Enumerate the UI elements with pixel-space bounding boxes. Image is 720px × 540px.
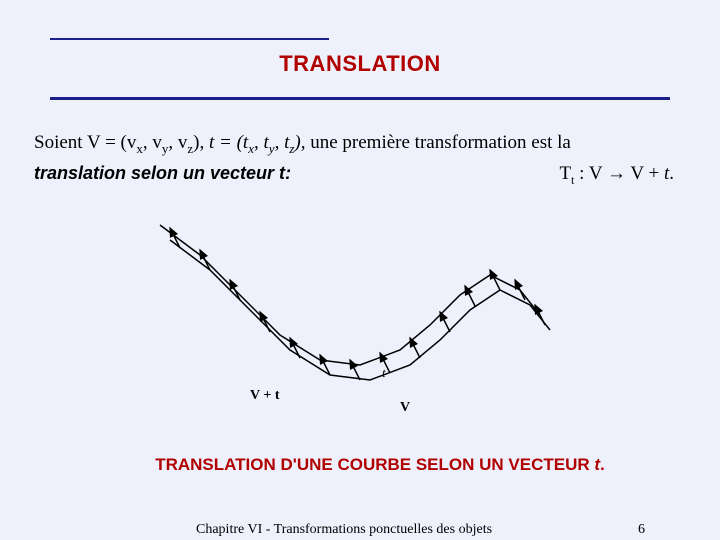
text-italic: ), <box>294 132 305 153</box>
phrase-colon: : <box>285 163 291 183</box>
text-italic: , t <box>275 132 290 153</box>
translation-diagram: V + t V t <box>150 210 570 440</box>
footer-chapter: Chapitre VI - Transformations ponctuelle… <box>196 522 492 538</box>
title-bottom-rule <box>50 97 670 100</box>
footer-page-number: 6 <box>638 522 645 538</box>
text-segment: une première transformation est la <box>305 132 570 153</box>
formula-seg: . <box>669 163 674 184</box>
slide-title: TRANSLATION <box>279 51 441 77</box>
text-italic: , t <box>254 132 269 153</box>
figure-label-t: t <box>382 365 386 381</box>
translation-formula: Tt : V → V + t. <box>559 161 674 188</box>
definition-row: translation selon un vecteur t: Tt : V →… <box>34 161 674 188</box>
phrase-text: translation selon un vecteur t <box>34 163 285 183</box>
caption-text: TRANSLATION D'UNE COURBE SELON UN VECTEU… <box>155 455 594 474</box>
formula-seg: T <box>559 163 571 184</box>
body-paragraph: Soient V = (vx, vy, vz), t = (tx, ty, tz… <box>34 130 684 188</box>
definition-phrase: translation selon un vecteur t: <box>34 161 291 185</box>
text-segment: Soient V = (v <box>34 132 136 153</box>
text-segment: ), <box>193 132 209 153</box>
text-italic: t = (t <box>209 132 248 153</box>
diagram-svg <box>150 210 570 440</box>
text-segment: , v <box>143 132 162 153</box>
text-segment: , v <box>168 132 187 153</box>
figure-label-v: V <box>400 400 410 416</box>
caption-dot: . <box>600 455 605 474</box>
figure-caption: TRANSLATION D'UNE COURBE SELON UN VECTEU… <box>70 455 690 475</box>
title-band: TRANSLATION <box>50 38 670 90</box>
title-top-rule <box>50 38 329 40</box>
figure-label-v-plus-t: V + t <box>250 388 280 404</box>
formula-seg: : V → V + <box>574 163 664 184</box>
